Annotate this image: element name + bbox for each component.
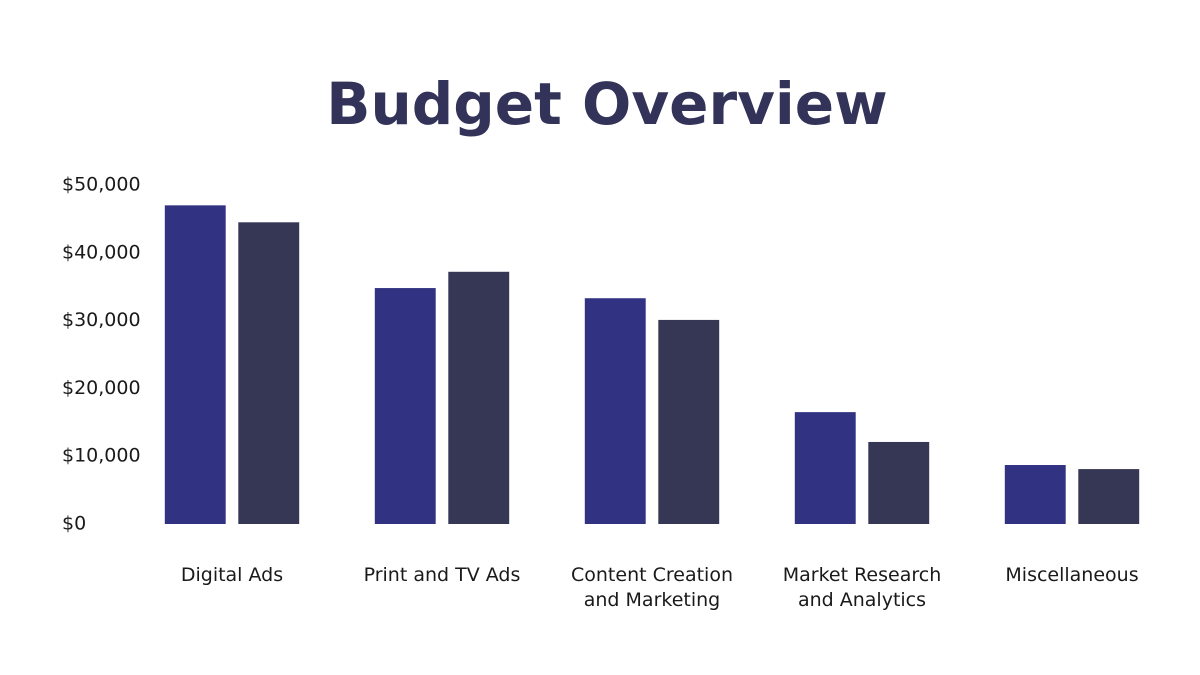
x-tick-label: Digital Ads: [180, 564, 284, 586]
y-tick-label: $20,000: [62, 377, 141, 399]
y-tick-label: $30,000: [62, 309, 141, 331]
x-tick-label: Market Research and Analytics: [782, 564, 942, 611]
bar: [794, 412, 856, 524]
x-tick-label: Content Creation and Marketing: [571, 564, 733, 611]
bar: [658, 319, 720, 524]
y-tick-label: $0: [62, 513, 86, 535]
bar: [584, 298, 646, 524]
x-tick-label: Miscellaneous: [1005, 564, 1139, 586]
chart-title: Budget Overview: [326, 70, 887, 138]
bar: [164, 205, 226, 524]
bar: [1004, 465, 1066, 524]
bar: [1078, 469, 1140, 524]
bar: [868, 441, 930, 524]
x-tick-label: Print and TV Ads: [363, 564, 521, 586]
y-tick-label: $50,000: [62, 174, 141, 196]
bar: [374, 288, 436, 524]
bar: [238, 222, 300, 525]
y-tick-label: $40,000: [62, 241, 141, 263]
y-tick-label: $10,000: [62, 445, 141, 467]
bar: [448, 271, 510, 524]
